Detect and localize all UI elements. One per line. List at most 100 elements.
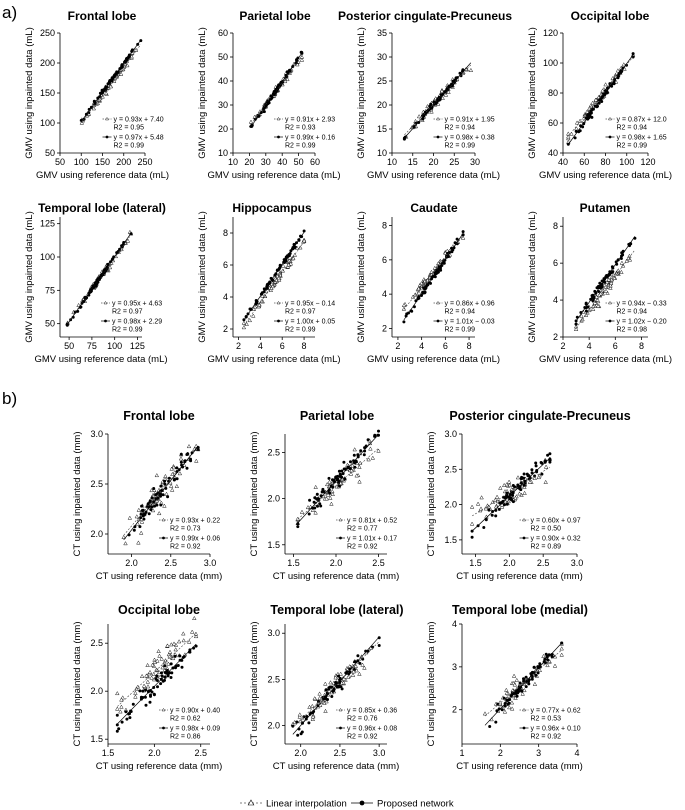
r2-linear: R2 = 0.53 <box>531 716 562 723</box>
eq-linear-marker <box>522 707 526 712</box>
x-tick-label: 3.0 <box>204 558 217 568</box>
y-tick-label: 8 <box>553 221 558 231</box>
proposed-point <box>488 725 492 728</box>
y-tick-label: 3 <box>452 662 457 672</box>
eq-linear-marker <box>161 707 166 712</box>
proposed-point <box>509 496 513 500</box>
linear-point <box>545 663 550 668</box>
y-tick-label: 8 <box>223 228 228 238</box>
y-axis-label: GMV using inpainted data (mL) <box>24 27 35 158</box>
proposed-point <box>324 696 328 700</box>
eq-proposed-marker <box>162 536 165 540</box>
proposed-point <box>600 279 604 283</box>
r2-linear: R2 = 0.97 <box>285 309 316 316</box>
legend-proposed-label: Proposed network <box>377 799 454 810</box>
linear-point <box>366 457 371 462</box>
eq-proposed-marker <box>608 135 612 139</box>
proposed-point <box>156 492 159 496</box>
linear-point <box>619 260 625 265</box>
linear-point <box>468 67 474 72</box>
linear-point <box>517 491 522 496</box>
x-tick-label: 2 <box>236 341 241 351</box>
linear-point <box>327 479 332 484</box>
linear-fit-line <box>575 249 636 329</box>
y-tick-label: 6 <box>553 258 558 268</box>
linear-point <box>513 495 518 500</box>
proposed-point <box>155 674 159 678</box>
proposed-point <box>518 681 522 685</box>
y-axis-label: CT using inpainted data (mm) <box>426 622 437 747</box>
linear-point <box>123 541 128 546</box>
proposed-point <box>165 669 169 672</box>
proposed-point <box>262 110 266 114</box>
proposed-point <box>573 136 577 140</box>
proposed-point <box>170 671 174 675</box>
linear-point <box>325 482 330 487</box>
linear-point <box>475 501 481 506</box>
y-tick-label: 200 <box>40 58 55 68</box>
panel-label-a: a) <box>2 3 17 22</box>
linear-point <box>328 495 333 500</box>
proposed-point <box>494 514 498 518</box>
eq-proposed: y = 1.01x + 0.17 <box>347 536 397 543</box>
proposed-point <box>524 675 528 679</box>
eq-proposed-marker <box>522 536 526 540</box>
proposed-point <box>342 460 346 464</box>
x-tick-label: 40 <box>277 157 287 167</box>
linear-point <box>145 679 150 684</box>
r2-proposed: R2 = 0.92 <box>531 734 562 741</box>
y-tick-label: 2 <box>452 705 457 715</box>
linear-point <box>604 279 610 284</box>
proposed-point <box>520 475 524 479</box>
eq-proposed-marker <box>522 726 526 730</box>
y-axis-label: GMV using inpainted data (mL) <box>356 211 367 342</box>
y-axis-label: CT using inpainted data (mm) <box>72 622 83 747</box>
linear-point <box>251 313 256 318</box>
linear-point <box>527 479 533 484</box>
y-tick-label: 100 <box>40 252 55 262</box>
linear-point <box>324 496 329 501</box>
eq-proposed: y = 0.99x + 0.06 <box>170 536 220 543</box>
proposed-point <box>333 480 336 484</box>
linear-point <box>280 268 285 273</box>
linear-point <box>177 471 183 476</box>
eq-proposed-marker <box>277 319 280 323</box>
r2-linear: R2 = 0.94 <box>445 125 476 132</box>
y-axis-label: GMV using inpainted data (mL) <box>197 211 208 342</box>
linear-point <box>354 668 359 673</box>
linear-point <box>156 648 161 653</box>
y-tick-label: 4 <box>452 619 457 629</box>
chart-title: Parietal lobe <box>239 9 311 23</box>
x-tick-label: 3.0 <box>571 558 584 568</box>
x-tick-label: 2.0 <box>330 558 343 568</box>
y-tick-label: 50 <box>45 319 55 329</box>
proposed-point <box>335 685 339 689</box>
linear-point <box>192 615 197 620</box>
proposed-fit-line <box>471 457 551 532</box>
x-tick-label: 1.5 <box>287 558 300 568</box>
x-tick-label: 50 <box>64 341 74 351</box>
x-tick-label: 100 <box>619 157 634 167</box>
r2-linear: R2 = 0.94 <box>617 309 648 316</box>
chart-title: Parietal lobe <box>300 409 374 423</box>
eq-proposed: y = 0.97x + 5.48 <box>114 135 164 142</box>
linear-point <box>440 95 445 100</box>
legend-linear-marker <box>247 799 255 806</box>
r2-proposed: R2 = 0.99 <box>285 327 316 334</box>
proposed-point <box>116 71 119 75</box>
proposed-fit-line <box>117 643 197 725</box>
proposed-point <box>308 498 312 502</box>
linear-point <box>510 706 515 711</box>
linear-point <box>494 494 500 499</box>
x-tick-label: 40 <box>558 157 568 167</box>
proposed-point <box>434 101 438 105</box>
proposed-point <box>340 469 344 473</box>
proposed-point <box>527 680 530 683</box>
eq-linear-marker <box>103 300 108 305</box>
proposed-point <box>455 237 459 241</box>
y-axis-label: CT using inpainted data (mm) <box>249 622 260 747</box>
linear-point <box>506 479 512 484</box>
linear-point <box>119 697 124 702</box>
proposed-point <box>173 654 177 658</box>
linear-point <box>301 238 307 243</box>
